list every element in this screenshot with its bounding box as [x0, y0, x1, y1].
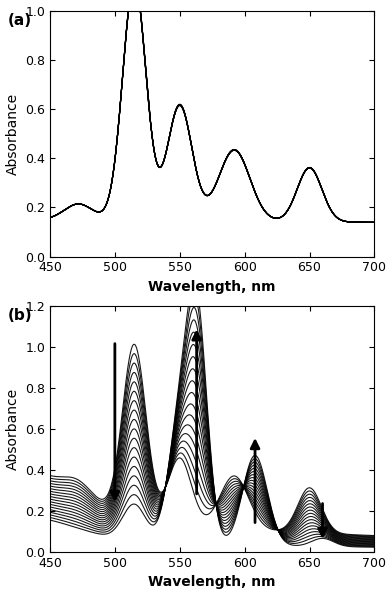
Y-axis label: Absorbance: Absorbance: [5, 388, 20, 470]
Text: (a): (a): [8, 13, 32, 28]
X-axis label: Wavelength, nm: Wavelength, nm: [149, 575, 276, 590]
X-axis label: Wavelength, nm: Wavelength, nm: [149, 280, 276, 294]
Y-axis label: Absorbance: Absorbance: [5, 92, 20, 175]
Text: (b): (b): [8, 308, 33, 324]
